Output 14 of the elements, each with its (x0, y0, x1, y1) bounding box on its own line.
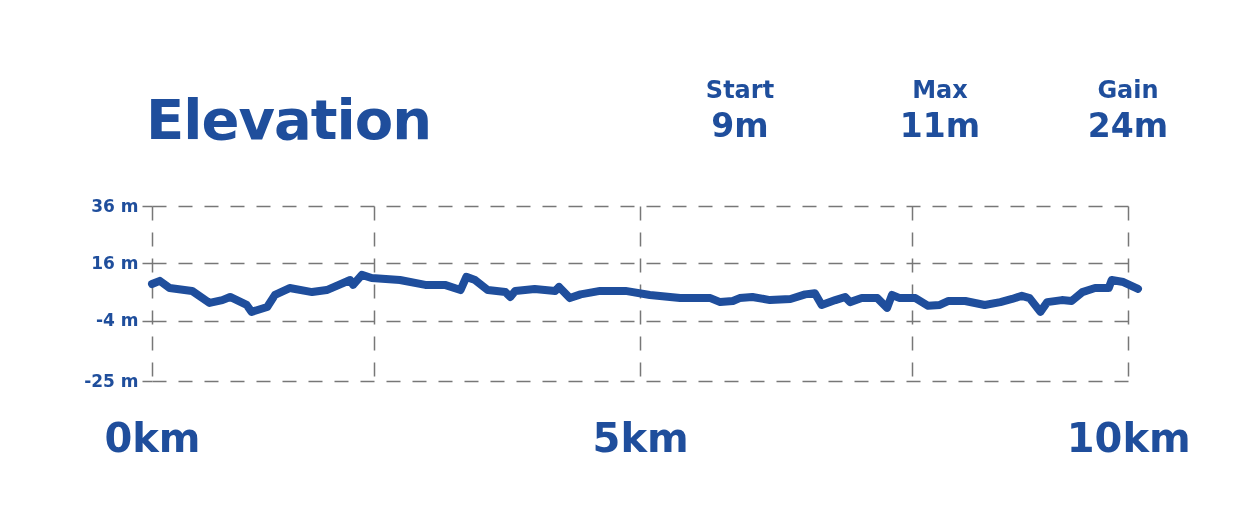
x-tick-label: 10km (1066, 414, 1191, 461)
chart-title: Elevation (146, 87, 432, 152)
text: 11m (898, 104, 982, 147)
x-tick-label: 0km (104, 414, 201, 461)
y-tick-label: -25 m (84, 370, 139, 391)
text: 9m (710, 104, 770, 147)
y-tick-label: 16 m (91, 252, 139, 273)
text: 24m (1086, 104, 1170, 147)
text: Max (911, 76, 969, 105)
text: Start (704, 76, 776, 105)
text: Gain (1096, 76, 1160, 105)
x-tick-label: 5km (592, 414, 689, 461)
y-tick-label: -4 m (95, 310, 139, 331)
y-tick-label: 36 m (91, 195, 139, 216)
